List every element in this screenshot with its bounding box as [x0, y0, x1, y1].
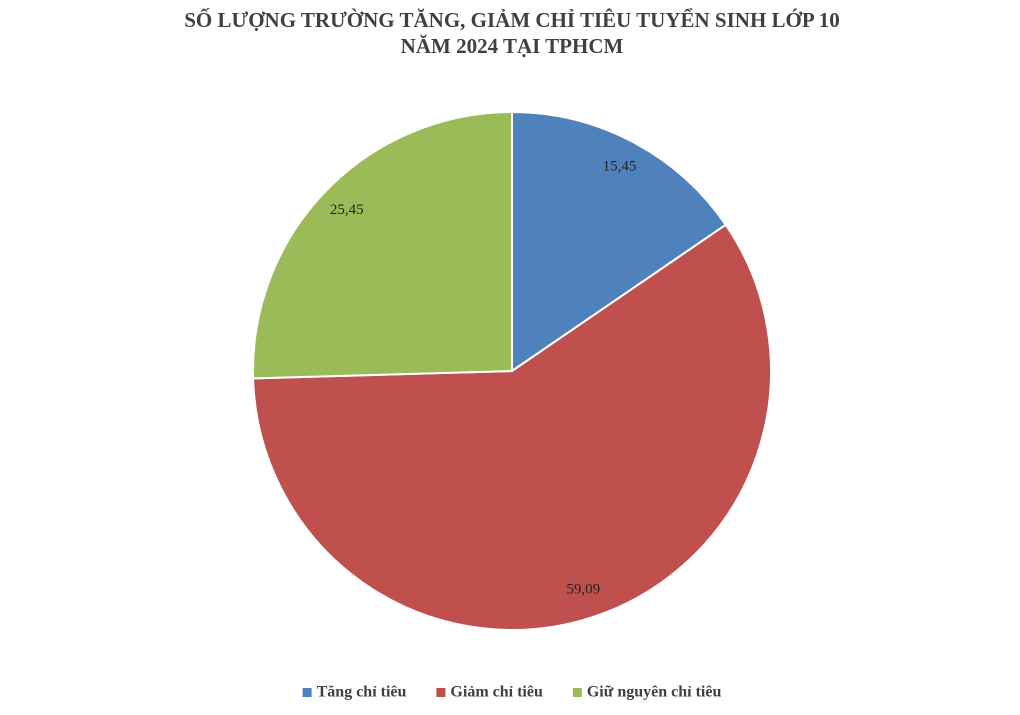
legend-label: Tăng chỉ tiêu: [317, 684, 407, 701]
pie-slice: [252, 110, 513, 380]
value-label: 15,45: [603, 159, 637, 175]
pie-slice: [511, 110, 728, 373]
value-label: 59,09: [566, 582, 600, 598]
legend-marker: [572, 688, 582, 697]
legend-label: Giảm chỉ tiêu: [450, 684, 543, 701]
legend-label: Giữ nguyên chỉ tiêu: [587, 684, 722, 701]
value-label: 25,45: [330, 202, 364, 218]
chart-title: SỐ LƯỢNG TRƯỜNG TĂNG, GIẢM CHỈ TIÊU TUYỂ…: [184, 8, 840, 32]
legend-marker: [436, 688, 446, 697]
chart-title: NĂM 2024 TẠI TPHCM: [401, 34, 624, 58]
pie-slice: [252, 223, 772, 631]
legend-marker: [302, 688, 312, 697]
